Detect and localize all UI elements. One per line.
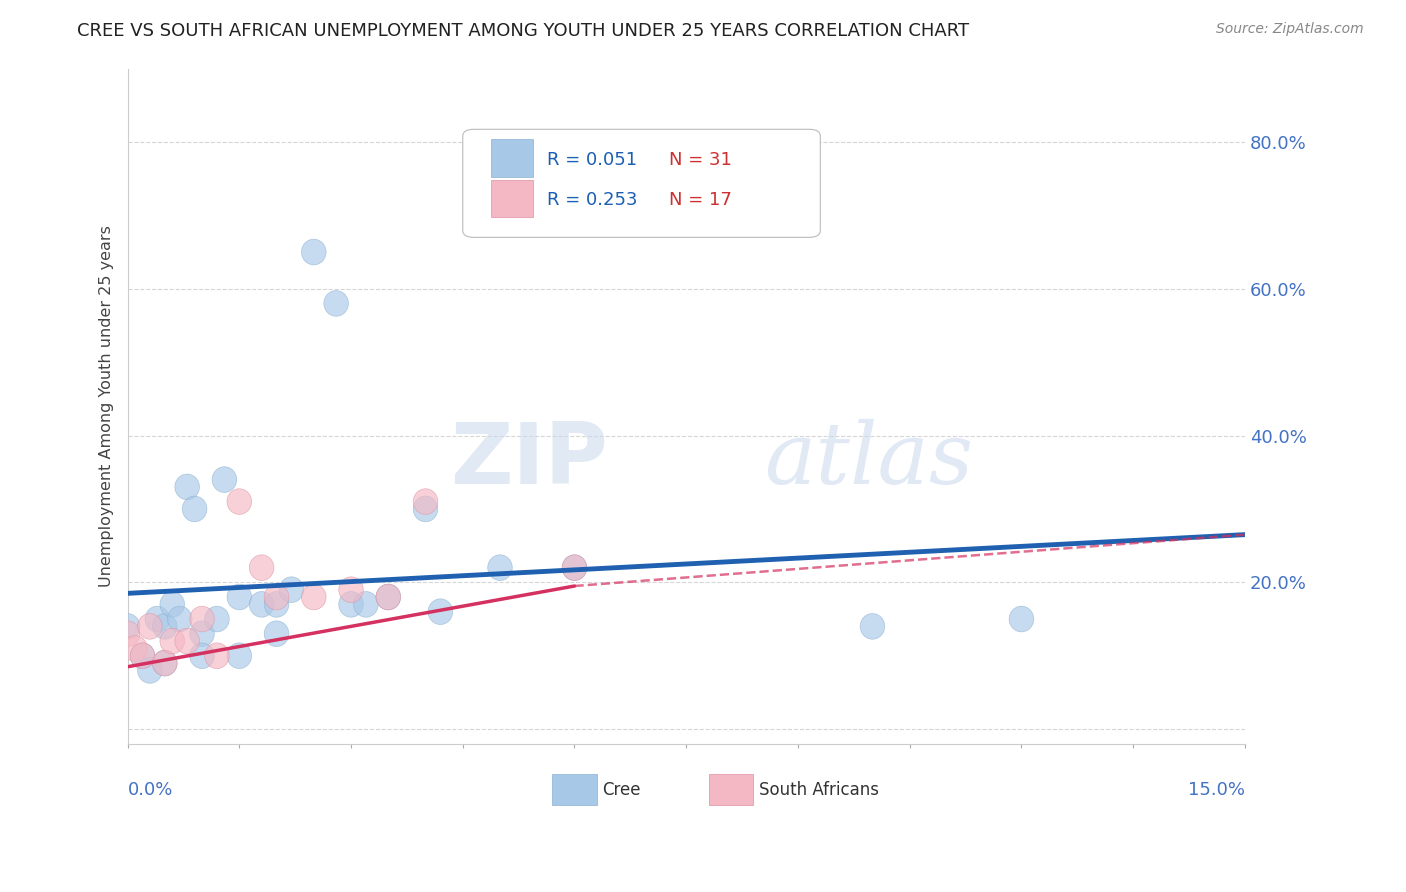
Ellipse shape [280,577,304,602]
Ellipse shape [190,607,214,632]
Text: R = 0.253: R = 0.253 [547,191,637,210]
Ellipse shape [115,621,139,647]
Y-axis label: Unemployment Among Youth under 25 years: Unemployment Among Youth under 25 years [100,226,114,587]
Ellipse shape [301,239,326,265]
Ellipse shape [264,591,288,617]
Ellipse shape [152,650,177,676]
Ellipse shape [167,607,193,632]
Text: ZIP: ZIP [450,418,607,501]
Text: Source: ZipAtlas.com: Source: ZipAtlas.com [1216,22,1364,37]
Ellipse shape [174,474,200,500]
Ellipse shape [413,489,437,515]
Ellipse shape [174,628,200,654]
Ellipse shape [354,591,378,617]
Ellipse shape [249,591,274,617]
Ellipse shape [1010,607,1033,632]
Ellipse shape [212,467,236,492]
Ellipse shape [152,650,177,676]
Ellipse shape [860,614,884,640]
Text: R = 0.051: R = 0.051 [547,151,637,169]
Text: CREE VS SOUTH AFRICAN UNEMPLOYMENT AMONG YOUTH UNDER 25 YEARS CORRELATION CHART: CREE VS SOUTH AFRICAN UNEMPLOYMENT AMONG… [77,22,970,40]
Ellipse shape [183,496,207,522]
Ellipse shape [562,555,586,581]
FancyBboxPatch shape [463,129,820,237]
Text: atlas: atlas [765,419,973,501]
Bar [709,774,754,805]
Text: 0.0%: 0.0% [128,780,173,798]
Text: South Africans: South Africans [759,780,879,798]
Text: N = 31: N = 31 [669,151,733,169]
Ellipse shape [339,591,363,617]
Ellipse shape [160,591,184,617]
Bar [491,139,533,177]
Ellipse shape [190,621,214,647]
Ellipse shape [226,489,252,515]
Ellipse shape [160,628,184,654]
Text: N = 17: N = 17 [669,191,733,210]
Text: 15.0%: 15.0% [1188,780,1244,798]
Ellipse shape [190,643,214,669]
Ellipse shape [375,584,401,610]
Ellipse shape [264,584,288,610]
Ellipse shape [562,555,586,581]
Ellipse shape [226,584,252,610]
Ellipse shape [323,291,349,317]
Ellipse shape [138,614,162,640]
Ellipse shape [427,599,453,624]
Text: Cree: Cree [602,780,641,798]
Ellipse shape [226,643,252,669]
Ellipse shape [152,614,177,640]
Ellipse shape [301,584,326,610]
Ellipse shape [249,555,274,581]
Ellipse shape [131,643,155,669]
Ellipse shape [413,496,437,522]
Ellipse shape [145,607,170,632]
Bar [491,180,533,217]
Ellipse shape [115,614,139,640]
Bar [553,774,596,805]
Ellipse shape [339,577,363,602]
Ellipse shape [138,657,162,683]
Ellipse shape [205,643,229,669]
Ellipse shape [122,636,148,661]
Ellipse shape [488,555,512,581]
Ellipse shape [205,607,229,632]
Ellipse shape [375,584,401,610]
Ellipse shape [264,621,288,647]
Ellipse shape [131,643,155,669]
